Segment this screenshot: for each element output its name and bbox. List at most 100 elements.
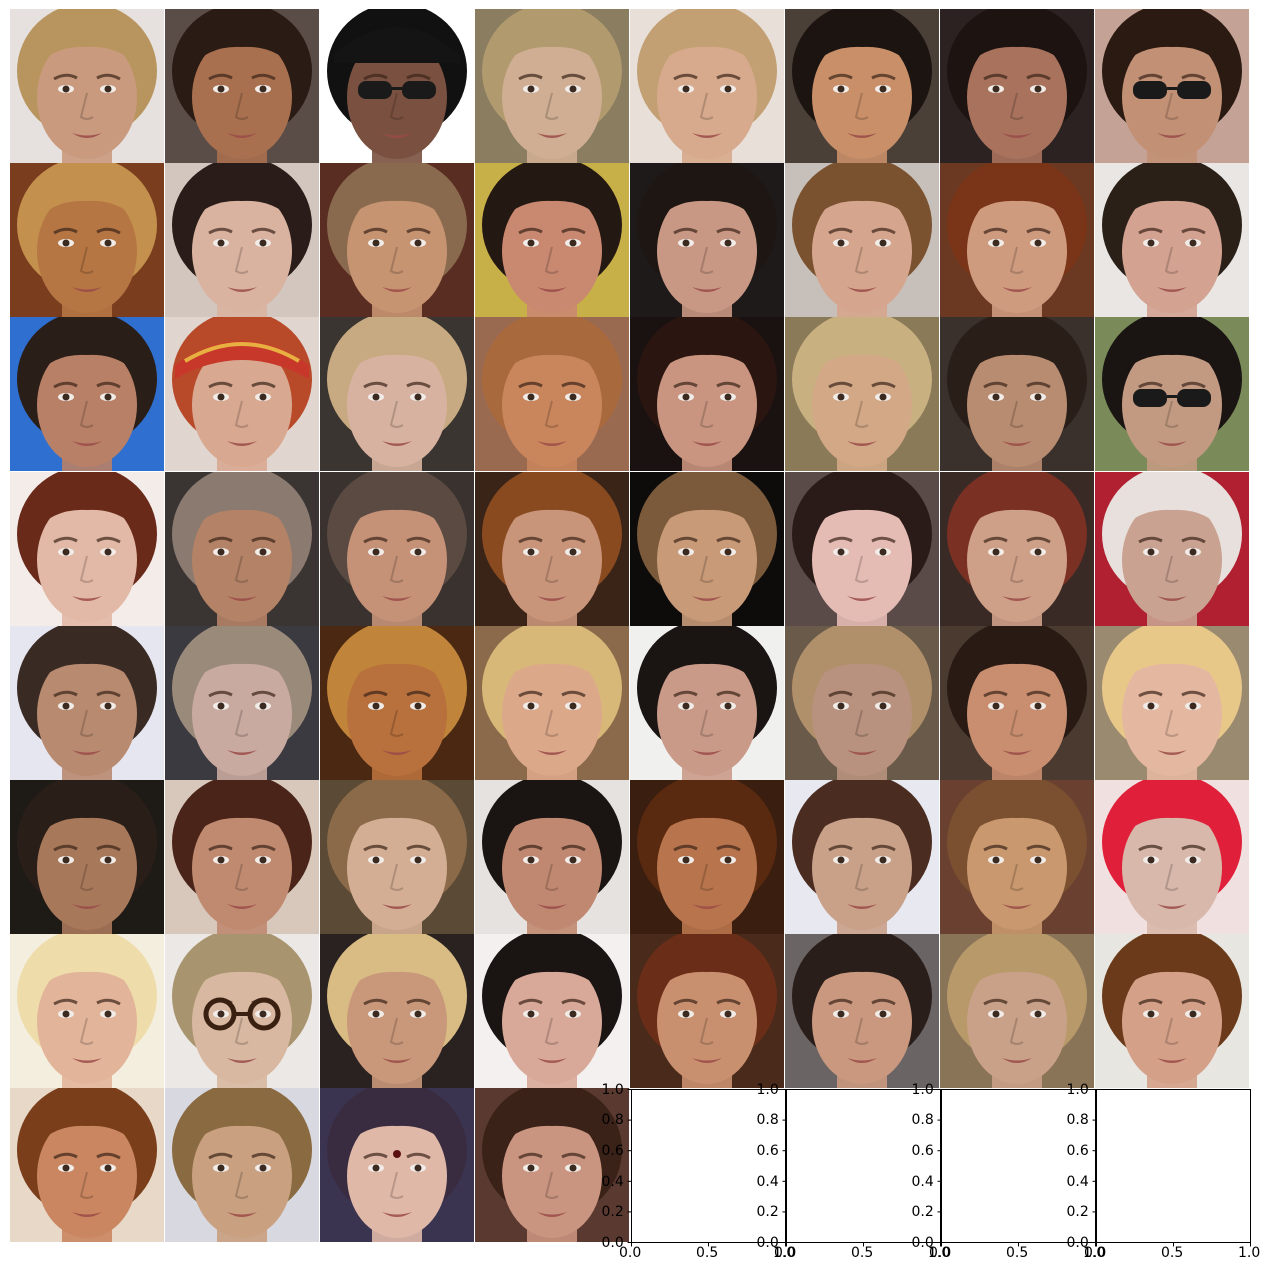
face-image	[785, 9, 939, 163]
y-tick-label: 1.0	[601, 1081, 624, 1098]
face-thumbnail	[10, 163, 164, 318]
face-image	[940, 625, 1094, 780]
face-thumbnail	[475, 1088, 629, 1243]
face-image	[630, 934, 784, 1089]
face-thumbnail	[10, 934, 164, 1089]
face-image	[1095, 9, 1249, 163]
empty-plot-axes: 0.0 0.5 1.0 0.0 0.2 0.4 0.6 0.8 1.0	[602, 1082, 796, 1262]
face-thumbnail	[320, 780, 474, 934]
face-image	[320, 471, 474, 626]
face-image	[165, 625, 319, 780]
y-tick-label: 0.2	[1066, 1204, 1089, 1221]
face-image	[1095, 780, 1249, 934]
face-thumbnail	[785, 317, 939, 472]
face-thumbnail	[475, 317, 629, 472]
face-thumbnail	[10, 625, 164, 780]
face-image	[10, 9, 164, 163]
face-image	[475, 780, 629, 934]
face-image	[630, 9, 784, 163]
face-thumbnail	[1095, 780, 1249, 934]
face-thumbnail	[630, 317, 784, 472]
face-image	[320, 317, 474, 472]
face-image	[940, 780, 1094, 934]
x-tick-label: 1.0	[928, 1245, 951, 1262]
face-image	[940, 9, 1094, 163]
face-image	[320, 1088, 474, 1243]
face-image	[165, 317, 319, 472]
x-tick-label: 0.0	[929, 1245, 952, 1262]
face-thumbnail	[940, 163, 1094, 318]
face-thumbnail	[165, 317, 319, 472]
face-image	[785, 317, 939, 472]
face-image	[940, 471, 1094, 626]
y-tick-label: 0.0	[601, 1234, 624, 1251]
face-thumbnail	[785, 625, 939, 780]
face-thumbnail	[940, 780, 1094, 934]
y-tick-label: 0.6	[911, 1143, 934, 1160]
face-thumbnail	[165, 1088, 319, 1243]
axes-frame	[782, 1089, 941, 1247]
face-image	[475, 1088, 629, 1243]
face-thumbnail	[320, 625, 474, 780]
axes-frame	[1092, 1089, 1251, 1247]
y-tick-label: 0.8	[911, 1112, 934, 1129]
face-thumbnail	[630, 9, 784, 163]
face-thumbnail	[475, 934, 629, 1089]
x-tick-label: 0.5	[851, 1245, 874, 1262]
face-thumbnail	[475, 163, 629, 318]
face-image	[10, 1088, 164, 1243]
face-thumbnail	[1095, 163, 1249, 318]
face-thumbnail	[785, 163, 939, 318]
face-image	[475, 471, 629, 626]
axes-spines	[940, 1089, 1096, 1244]
face-image	[10, 625, 164, 780]
y-tick-label: 1.0	[756, 1081, 779, 1098]
face-image	[475, 625, 629, 780]
face-thumbnail	[940, 934, 1094, 1089]
face-thumbnail	[10, 317, 164, 472]
axes-spines	[630, 1089, 786, 1244]
face-thumbnail	[320, 471, 474, 626]
face-image	[320, 934, 474, 1089]
face-image	[475, 934, 629, 1089]
face-thumbnail	[1095, 625, 1249, 780]
face-image	[1095, 625, 1249, 780]
face-thumbnail	[475, 780, 629, 934]
face-thumbnail	[320, 934, 474, 1089]
face-thumbnail	[630, 625, 784, 780]
face-thumbnail	[320, 163, 474, 318]
face-image	[1095, 934, 1249, 1089]
face-thumbnail	[165, 934, 319, 1089]
axes-spines	[785, 1089, 941, 1244]
face-thumbnail	[785, 9, 939, 163]
y-tick-label: 0.0	[756, 1234, 779, 1251]
y-tick-label: 0.4	[756, 1173, 779, 1190]
face-thumbnail	[1095, 934, 1249, 1089]
y-tick-label: 0.8	[1066, 1112, 1089, 1129]
y-tick-label: 0.2	[911, 1204, 934, 1221]
y-tick-label: 1.0	[1066, 1081, 1089, 1098]
x-tick-label: 0.0	[1084, 1245, 1107, 1262]
face-image	[630, 780, 784, 934]
empty-plot-axes: 0.0 0.5 1.0 0.0 0.2 0.4 0.6 0.8 1.0	[912, 1082, 1106, 1262]
face-image	[630, 163, 784, 318]
face-image	[1095, 163, 1249, 318]
x-tick-label: 1.0	[1083, 1245, 1106, 1262]
face-thumbnail	[10, 471, 164, 626]
face-image	[630, 317, 784, 472]
face-thumbnail	[940, 9, 1094, 163]
face-image	[475, 163, 629, 318]
x-tick-label: 1.0	[773, 1245, 796, 1262]
axes-frame	[937, 1089, 1096, 1247]
y-tick-label: 0.2	[601, 1204, 624, 1221]
face-image	[10, 163, 164, 318]
face-thumbnail	[940, 625, 1094, 780]
y-tick-label: 0.0	[1066, 1234, 1089, 1251]
face-thumbnail	[10, 1088, 164, 1243]
face-image	[475, 317, 629, 472]
face-image	[785, 625, 939, 780]
face-image	[785, 163, 939, 318]
face-image	[785, 780, 939, 934]
face-thumbnail	[1095, 317, 1249, 472]
